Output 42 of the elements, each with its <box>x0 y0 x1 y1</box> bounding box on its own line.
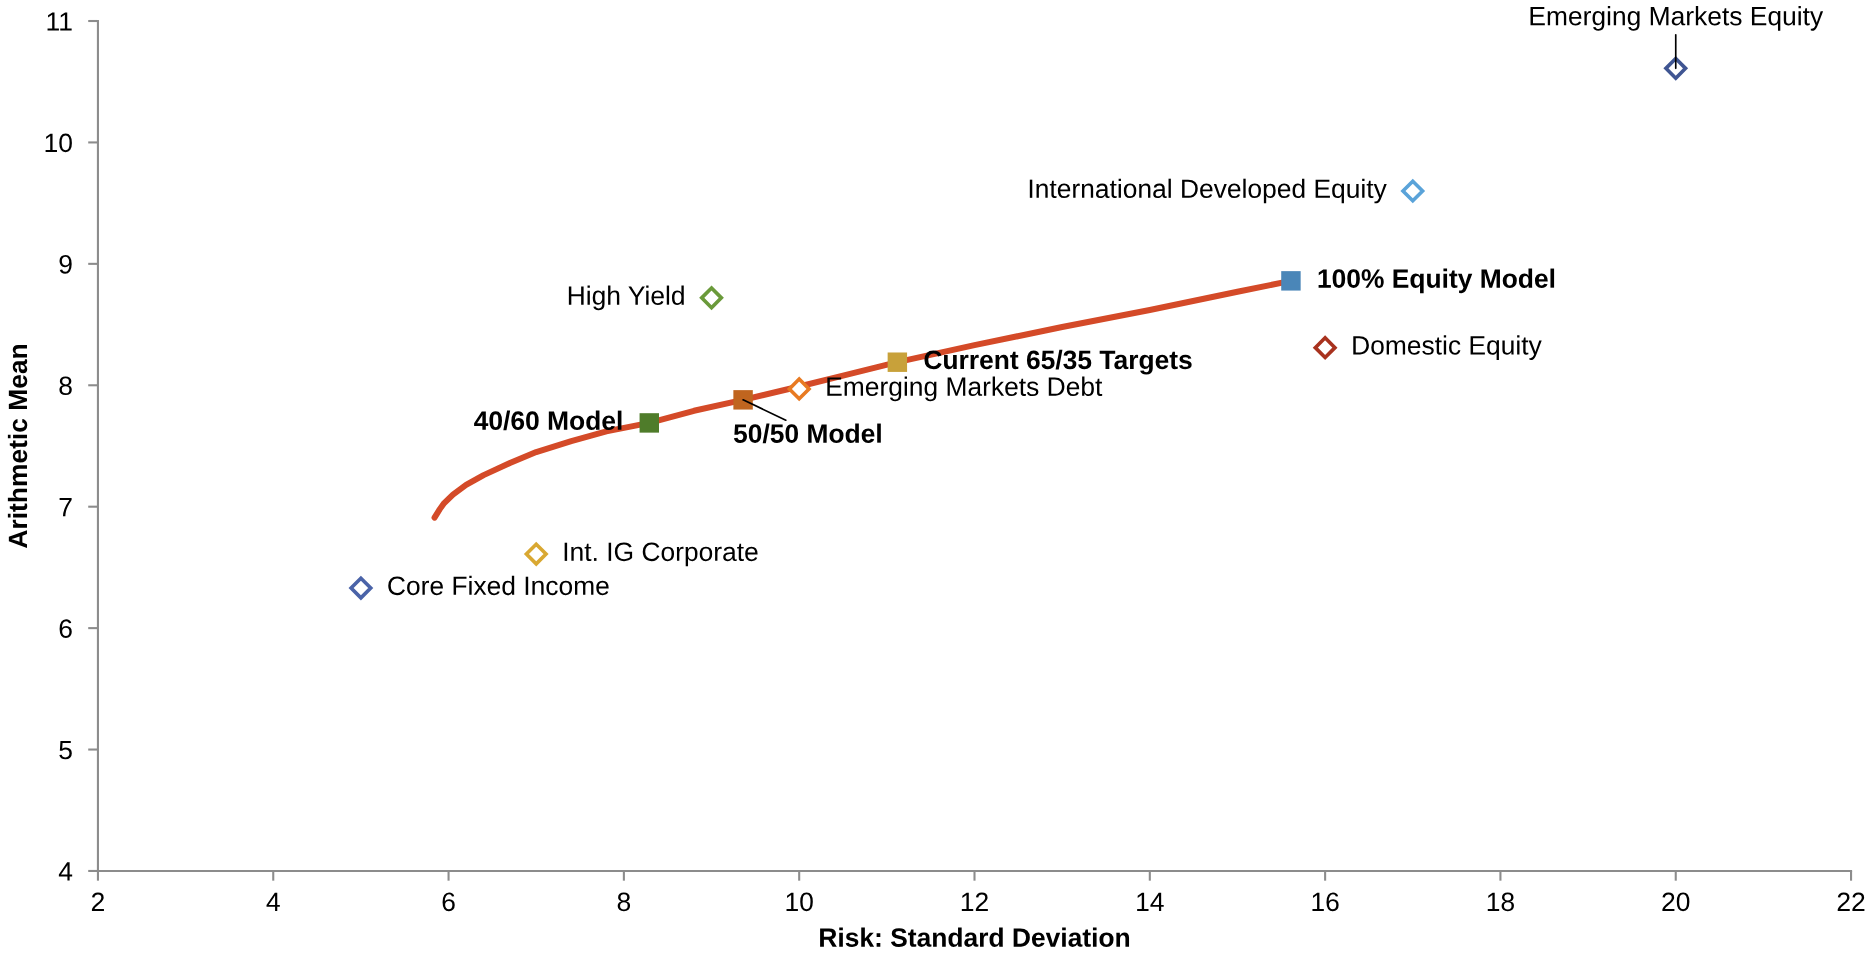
x-tick-label: 16 <box>1312 892 1339 912</box>
x-tick-label: 22 <box>1837 892 1865 911</box>
series-label: 50/50 Model <box>733 423 881 444</box>
point <box>1281 271 1301 291</box>
point <box>887 352 908 372</box>
point <box>349 576 373 600</box>
series-label: Int. IG Corporate <box>564 542 758 567</box>
x-tick-label: 20 <box>1662 892 1690 912</box>
series-label: 40/60 Model <box>474 410 622 431</box>
series-label: International Developed Equity <box>1029 178 1387 204</box>
point <box>699 286 724 310</box>
x-tick-label: 6 <box>442 892 455 912</box>
series-label: Core Fixed Income <box>388 575 609 596</box>
point <box>524 542 548 566</box>
point <box>1401 179 1425 203</box>
x-tick-label: 12 <box>961 892 988 911</box>
point <box>733 390 753 410</box>
y-tick-label: 5 <box>59 740 72 760</box>
x-tick-label: 4 <box>266 892 280 911</box>
y-tick-label: 9 <box>59 254 72 274</box>
x-axis-title: Risk: Standard Deviation <box>820 927 1130 947</box>
point <box>639 413 660 433</box>
series-label: Emerging Markets Equity <box>1530 6 1824 31</box>
series-label: Domestic Equity <box>1353 335 1542 360</box>
y-tick-label: 11 <box>47 12 72 31</box>
y-tick-label: 7 <box>59 498 72 517</box>
x-tick-label: 8 <box>617 892 631 912</box>
series-label: High Yield <box>568 285 684 311</box>
x-tick-label: 10 <box>786 892 813 912</box>
series-label: Current 65/35 Targets <box>924 349 1192 375</box>
point <box>787 377 811 401</box>
series-label: 100% Equity Model <box>1318 268 1555 294</box>
x-tick-label: 2 <box>91 892 104 911</box>
y-tick-label: 4 <box>58 862 73 881</box>
series-label: Emerging Markets Debt <box>827 376 1103 402</box>
point <box>1313 336 1337 360</box>
y-tick-label: 8 <box>59 376 72 396</box>
x-tick-label: 18 <box>1487 892 1514 912</box>
y-axis-title: Arithmetic Mean <box>7 344 28 548</box>
y-tick-label: 10 <box>45 133 72 153</box>
y-tick-label: 6 <box>59 619 72 638</box>
x-tick-label: 14 <box>1137 892 1164 911</box>
